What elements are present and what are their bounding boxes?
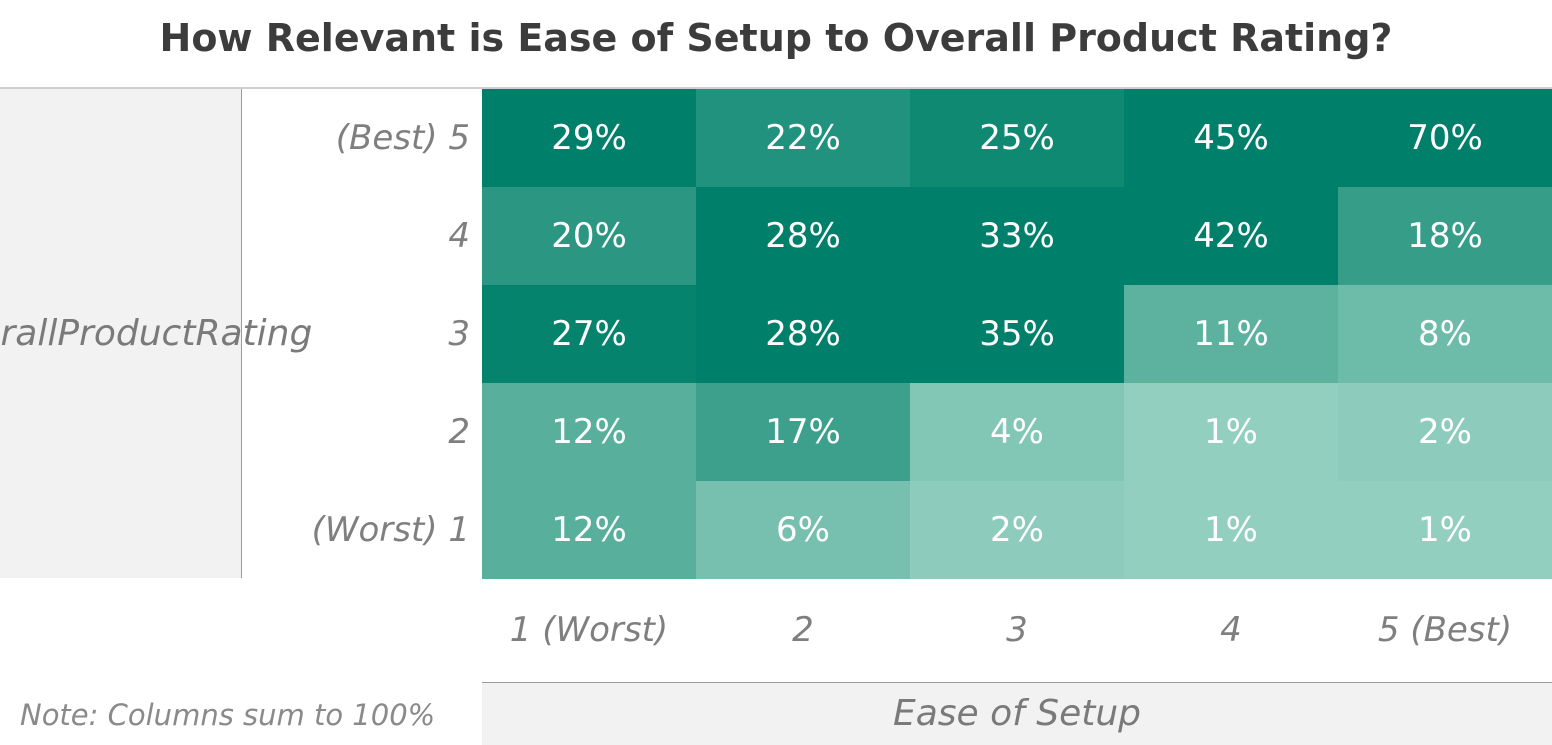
heatmap-cell: 17% (696, 383, 910, 481)
chart-title: How Relevant is Ease of Setup to Overall… (159, 16, 1393, 60)
heatmap-cell: 12% (482, 481, 696, 579)
heatmap-cell: 27% (482, 285, 696, 383)
heatmap-cell: 33% (910, 187, 1124, 285)
heatmap-cell: 29% (482, 89, 696, 187)
heatmap-cell: 2% (1338, 383, 1552, 481)
heatmap-cell: 2% (910, 481, 1124, 579)
row-label: 3 (448, 314, 470, 354)
column-label: 1 (Worst) (509, 610, 669, 650)
heatmap-cell: 22% (696, 89, 910, 187)
column-label: 4 (1220, 610, 1242, 650)
row-label: (Worst) 1 (311, 510, 470, 550)
column-label: 3 (1006, 610, 1028, 650)
heatmap-cell: 4% (910, 383, 1124, 481)
y-axis-panel (0, 89, 242, 578)
heatmap-cell: 28% (696, 187, 910, 285)
column-label: 5 (Best) (1377, 610, 1513, 650)
heatmap-cell: 6% (696, 481, 910, 579)
heatmap-cell: 25% (910, 89, 1124, 187)
heatmap-cell: 1% (1124, 481, 1338, 579)
row-label: 2 (448, 412, 470, 452)
row-label: 4 (448, 216, 470, 256)
heatmap-cell: 1% (1338, 481, 1552, 579)
x-axis-panel (482, 682, 1552, 745)
heatmap-cell: 1% (1124, 383, 1338, 481)
heatmap-cell: 70% (1338, 89, 1552, 187)
heatmap-cell: 28% (696, 285, 910, 383)
column-label: 2 (792, 610, 814, 650)
heatmap-cell: 20% (482, 187, 696, 285)
heatmap-cell: 35% (910, 285, 1124, 383)
row-label: (Best) 5 (335, 118, 470, 158)
x-axis-title: Ease of Setup (892, 693, 1142, 734)
top-rule (0, 87, 1552, 89)
heatmap-cell: 8% (1338, 285, 1552, 383)
footnote: Note: Columns sum to 100% (20, 698, 436, 732)
heatmap-cell: 45% (1124, 89, 1338, 187)
heatmap-cell: 11% (1124, 285, 1338, 383)
heatmap-cell: 42% (1124, 187, 1338, 285)
heatmap-cell: 18% (1338, 187, 1552, 285)
heatmap-cell: 12% (482, 383, 696, 481)
